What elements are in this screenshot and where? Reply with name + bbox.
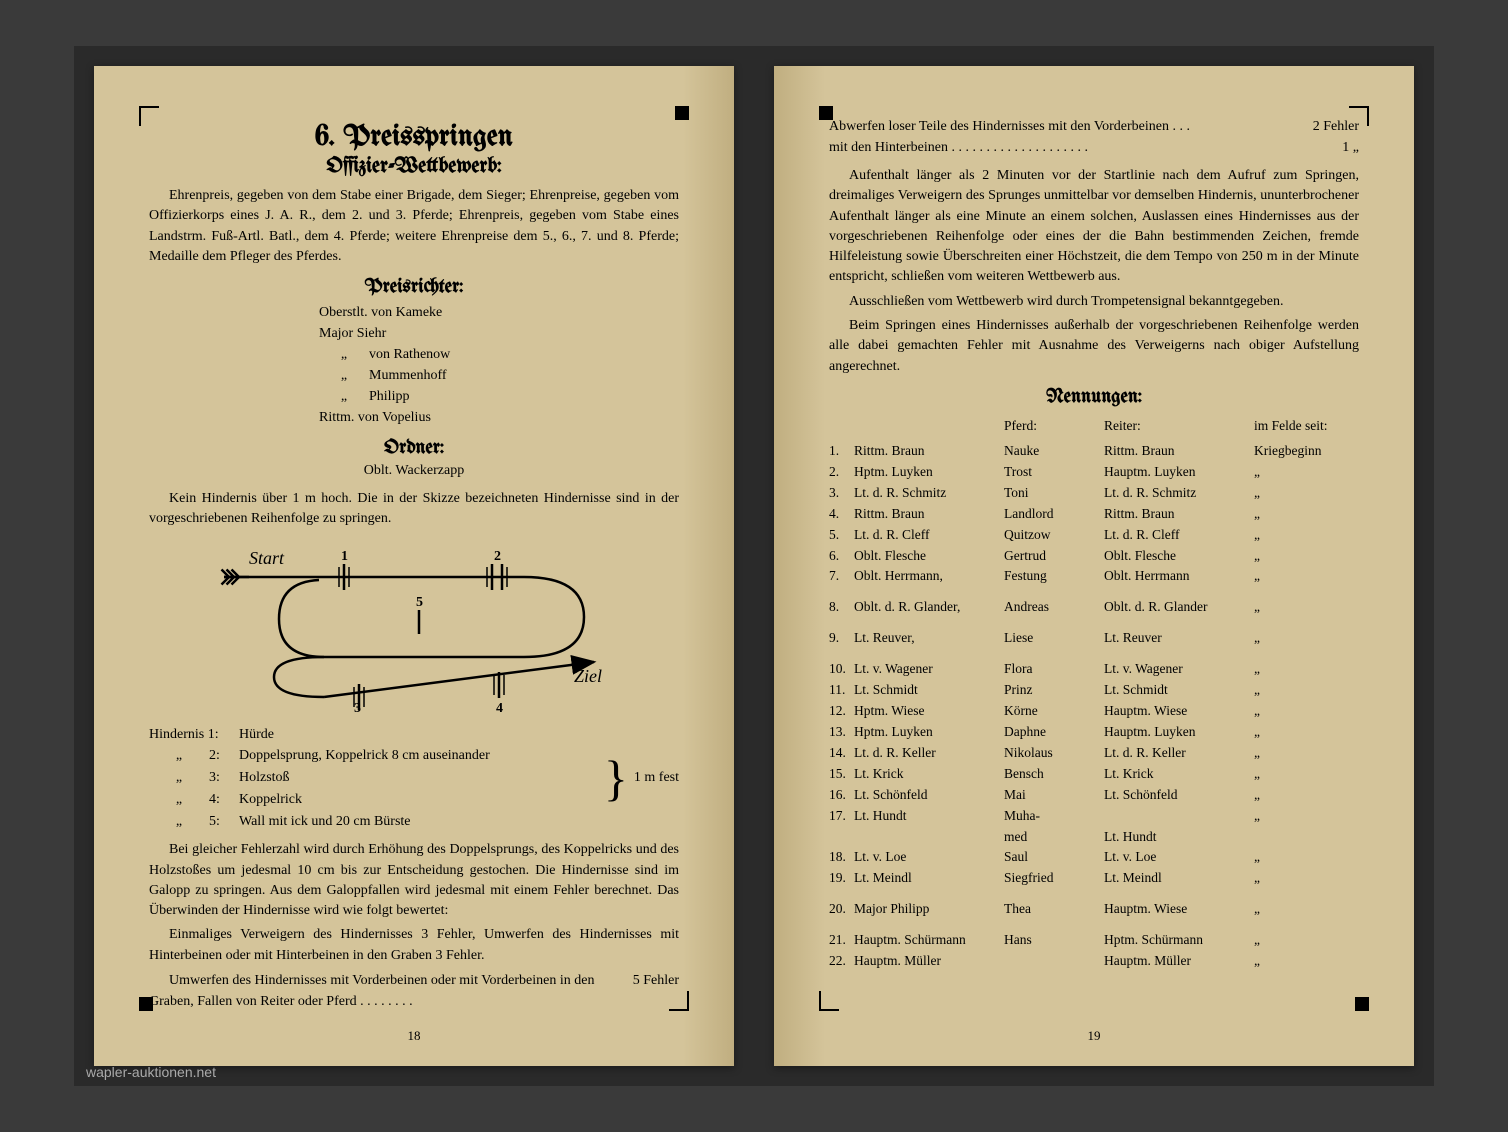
judge-item: Major Siehr: [319, 323, 679, 344]
rules-paragraph: Einmaliges Verweigern des Hindernisses 3…: [149, 925, 679, 966]
ziel-label: Ziel: [574, 666, 602, 686]
entry-row: 19.Lt. MeindlSiegfriedLt. Meindl„: [829, 868, 1359, 889]
body-paragraph: Aufenthalt länger als 2 Minuten vor der …: [829, 166, 1359, 288]
svg-text:1: 1: [341, 549, 348, 564]
intro-paragraph: Ehrenpreis, gegeben von dem Stabe einer …: [149, 186, 679, 267]
entry-row: 21.Hauptm. SchürmannHansHptm. Schürmann„: [829, 930, 1359, 951]
corner-mark: [139, 997, 153, 1011]
corner-mark: [675, 106, 689, 120]
judge-item: „Mummenhoff: [319, 365, 679, 386]
section-title: 6. Preisspringen: [149, 121, 679, 153]
book-spread: 6. Preisspringen Offizier-Wettbewerb: Eh…: [74, 46, 1434, 1086]
entry-row: 8.Oblt. d. R. Glander,AndreasOblt. d. R.…: [829, 597, 1359, 618]
judge-item: „Philipp: [319, 386, 679, 407]
corner-mark: [139, 106, 159, 126]
entry-row: 15.Lt. KrickBenschLt. Krick„: [829, 764, 1359, 785]
brace-label: 1 m fest: [634, 767, 679, 789]
entry-row: 7.Oblt. Herrmann,FestungOblt. Herrmann„: [829, 566, 1359, 587]
entry-row: 2.Hptm. LuykenTrostHauptm. Luyken„: [829, 462, 1359, 483]
corner-mark: [1355, 997, 1369, 1011]
judge-item: Oberstlt. von Kameke: [319, 302, 679, 323]
entry-row: 16.Lt. SchönfeldMaiLt. Schönfeld„: [829, 785, 1359, 806]
svg-text:2: 2: [494, 549, 501, 564]
judges-heading: Preisrichter:: [149, 277, 679, 298]
entries-heading: Nennungen:: [829, 387, 1359, 408]
entry-row: 12.Hptm. WieseKörneHauptm. Wiese„: [829, 701, 1359, 722]
entry-row: 17.Lt. HundtMuha-„: [829, 806, 1359, 827]
corner-mark: [819, 991, 839, 1011]
brace-icon: }: [604, 758, 628, 798]
ordner-heading: Ordner:: [149, 438, 679, 459]
entries-header: Pferd: Reiter: im Felde seit:: [829, 416, 1359, 437]
entry-row: 13.Hptm. LuykenDaphneHauptm. Luyken„: [829, 722, 1359, 743]
ordner-name: Oblt. Wackerzapp: [149, 463, 679, 479]
judge-item: „von Rathenow: [319, 344, 679, 365]
section-subtitle: Offizier-Wettbewerb:: [149, 155, 679, 178]
rules-paragraph: Kein Hindernis über 1 m hoch. Die in der…: [149, 489, 679, 530]
page-left: 6. Preisspringen Offizier-Wettbewerb: Eh…: [94, 66, 734, 1066]
svg-text:3: 3: [354, 701, 361, 712]
page-number: 18: [408, 1028, 421, 1044]
fault-line: mit den Hinterbeinen . . . . . . . . . .…: [829, 137, 1359, 158]
entry-row: 9.Lt. Reuver,LieseLt. Reuver„: [829, 628, 1359, 649]
judge-item: Rittm. von Vopelius: [319, 407, 679, 428]
entry-row: 6.Oblt. FlescheGertrudOblt. Flesche„: [829, 546, 1359, 567]
obstacle-list: Hindernis 1: Hürde „2: Doppelsprung, Kop…: [149, 724, 679, 832]
body-paragraph: Beim Springen eines Hindernisses außerha…: [829, 316, 1359, 377]
watermark: wapler-auktionen.net: [86, 1064, 216, 1080]
corner-mark: [819, 106, 833, 120]
corner-mark: [669, 991, 689, 1011]
entry-row: 1.Rittm. BraunNaukeRittm. BraunKriegbegi…: [829, 441, 1359, 462]
page-right: Abwerfen loser Teile des Hindernisses mi…: [774, 66, 1414, 1066]
fault-line: Abwerfen loser Teile des Hindernisses mi…: [829, 116, 1359, 137]
entries-table: Pferd: Reiter: im Felde seit: 1.Rittm. B…: [829, 416, 1359, 972]
corner-mark: [1349, 106, 1369, 126]
page-number: 19: [1088, 1028, 1101, 1044]
entry-row: 11.Lt. SchmidtPrinzLt. Schmidt„: [829, 680, 1359, 701]
rules-paragraph: Bei gleicher Fehlerzahl wird durch Erhöh…: [149, 840, 679, 921]
start-label: Start: [249, 548, 285, 568]
course-diagram: Start Ziel 1: [204, 542, 624, 712]
entry-row: 14.Lt. d. R. KellerNikolausLt. d. R. Kel…: [829, 743, 1359, 764]
entry-row: 5.Lt. d. R. CleffQuitzowLt. d. R. Cleff„: [829, 525, 1359, 546]
entry-row: 4.Rittm. BraunLandlordRittm. Braun„: [829, 504, 1359, 525]
entry-row: 10.Lt. v. WagenerFloraLt. v. Wagener„: [829, 659, 1359, 680]
entry-row: 20.Major PhilippTheaHauptm. Wiese„: [829, 899, 1359, 920]
body-paragraph: Ausschließen vom Wettbewerb wird durch T…: [829, 292, 1359, 312]
entry-row: medLt. Hundt: [829, 827, 1359, 848]
svg-text:5: 5: [416, 595, 423, 610]
entry-row: 22.Hauptm. MüllerHauptm. Müller„: [829, 951, 1359, 972]
fault-line: Umwerfen des Hindernisses mit Vorderbein…: [149, 970, 679, 1012]
entry-row: 3.Lt. d. R. SchmitzToniLt. d. R. Schmitz…: [829, 483, 1359, 504]
svg-text:4: 4: [496, 701, 503, 712]
entry-row: 18.Lt. v. LoeSaulLt. v. Loe„: [829, 847, 1359, 868]
judges-list: Oberstlt. von Kameke Major Siehr „von Ra…: [319, 302, 679, 428]
